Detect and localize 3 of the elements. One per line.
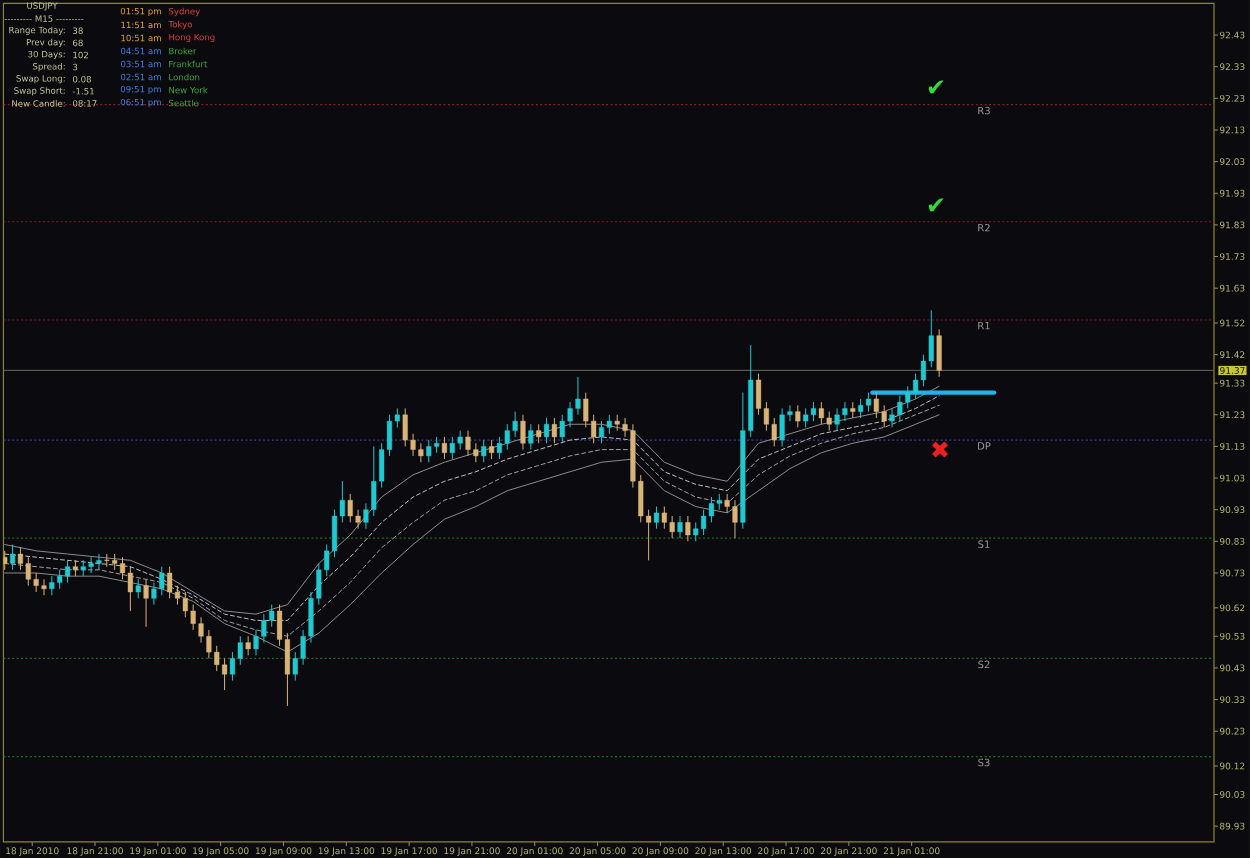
annotation: ✔: [928, 198, 944, 212]
annotation: ✔: [928, 80, 944, 94]
annotation: ✖: [931, 441, 948, 458]
